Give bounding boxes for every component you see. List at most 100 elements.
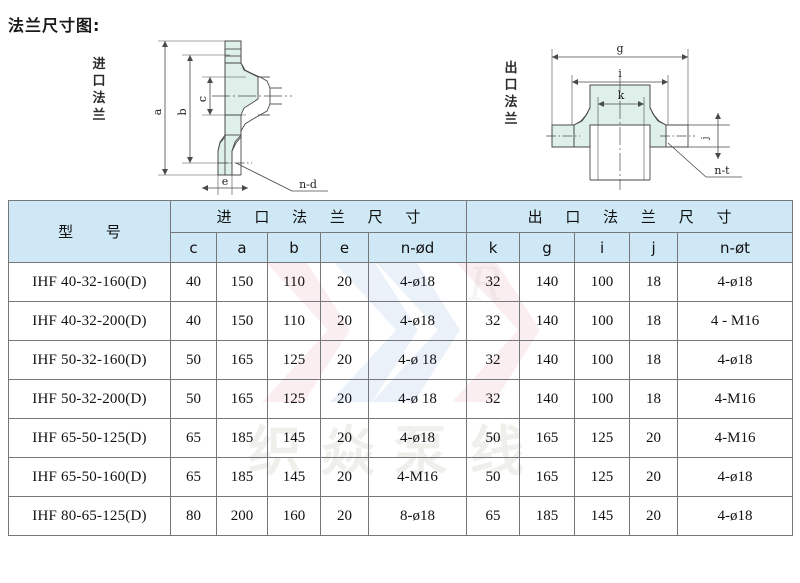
cell-model: IHF 80-65-125(D) [8, 496, 171, 536]
cell-k: 65 [466, 496, 521, 536]
cell-g: 140 [519, 301, 576, 341]
cell-g: 140 [519, 262, 576, 302]
cell-g: 165 [519, 457, 576, 497]
table-row: IHF 80-65-125(D) 80 200 160 20 8-ø18 65 … [8, 496, 794, 536]
cell-a: 165 [216, 379, 268, 419]
cell-c: 80 [170, 496, 217, 536]
cell-a: 150 [216, 262, 268, 302]
inlet-label-char-0: 进 [92, 57, 106, 72]
cell-a: 165 [216, 340, 268, 380]
header-e: e [320, 232, 369, 263]
cell-g: 185 [519, 496, 576, 536]
cell-nt: 4-ø18 [677, 262, 794, 302]
cell-i: 100 [574, 379, 631, 419]
outlet-flange-drawing: g i k j n-t [546, 42, 742, 190]
cell-nd: 4-ø18 [367, 418, 468, 458]
cell-j: 20 [629, 418, 679, 458]
outlet-label-char-0: 出 [504, 61, 518, 76]
dim-label-n-t: n-t [714, 164, 730, 177]
cell-c: 50 [170, 379, 217, 419]
header-n-od: n-ød [367, 232, 468, 263]
cell-k: 50 [466, 457, 521, 497]
cell-nd: 4-M16 [367, 457, 468, 497]
cell-j: 18 [629, 379, 679, 419]
page-title: 法兰尺寸图: [8, 16, 101, 35]
cell-a: 150 [216, 301, 268, 341]
cell-k: 50 [466, 418, 521, 458]
cell-nt: 4-M16 [677, 379, 794, 419]
cell-b: 110 [267, 262, 321, 302]
dim-label-k: k [618, 89, 625, 102]
table-body: IHF 40-32-160(D) 40 150 110 20 4-ø18 32 … [8, 262, 794, 536]
dim-label-a: a [151, 108, 164, 115]
cell-k: 32 [466, 379, 521, 419]
cell-a: 185 [216, 457, 268, 497]
cell-c: 50 [170, 340, 217, 380]
dim-label-b: b [176, 108, 189, 115]
cell-i: 145 [574, 496, 631, 536]
dim-label-n-d: n-d [299, 178, 317, 191]
cell-i: 100 [574, 262, 631, 302]
cell-b: 125 [267, 379, 321, 419]
header-b: b [267, 232, 321, 263]
table-row: IHF 50-32-160(D) 50 165 125 20 4-ø 18 32… [8, 340, 794, 380]
dim-label-i: i [618, 67, 622, 80]
cell-model: IHF 40-32-160(D) [8, 262, 171, 302]
table-group-header-row: 型 号 进 口 法 兰 尺 寸 出 口 法 兰 尺 寸 [8, 200, 794, 263]
cell-model: IHF 40-32-200(D) [8, 301, 171, 341]
cell-g: 140 [519, 379, 576, 419]
inlet-label-char-1: 口 [92, 74, 106, 89]
cell-b: 110 [267, 301, 321, 341]
outlet-label-char-3: 兰 [504, 112, 518, 127]
cell-e: 20 [320, 379, 369, 419]
cell-k: 32 [466, 262, 521, 302]
table-row: IHF 40-32-200(D) 40 150 110 20 4-ø18 32 … [8, 301, 794, 341]
cell-a: 200 [216, 496, 268, 536]
cell-i: 125 [574, 457, 631, 497]
header-model: 型 号 [8, 200, 171, 263]
cell-b: 145 [267, 418, 321, 458]
cell-i: 125 [574, 418, 631, 458]
cell-e: 20 [320, 340, 369, 380]
cell-c: 40 [170, 262, 217, 302]
cell-a: 185 [216, 418, 268, 458]
cell-model: IHF 50-32-160(D) [8, 340, 171, 380]
table-sub-header-row: c a b e n-ød k g i j n-øt [9, 232, 794, 263]
flange-diagram-area: 进 口 法 兰 出 口 法 兰 [0, 20, 800, 195]
cell-c: 65 [170, 457, 217, 497]
header-j: j [629, 232, 679, 263]
cell-j: 18 [629, 340, 679, 380]
dim-label-e: e [222, 175, 229, 188]
dim-label-j: j [701, 137, 711, 141]
cell-nd: 4-ø 18 [367, 340, 468, 380]
inlet-label-char-2: 法 [92, 91, 106, 106]
cell-j: 18 [629, 301, 679, 341]
cell-nt: 4-ø18 [677, 457, 794, 497]
cell-b: 145 [267, 457, 321, 497]
header-n-ot: n-øt [677, 232, 794, 263]
cell-j: 18 [629, 262, 679, 302]
table-row: IHF 50-32-200(D) 50 165 125 20 4-ø 18 32… [8, 379, 794, 419]
cell-i: 100 [574, 301, 631, 341]
outlet-label-char-1: 口 [504, 78, 518, 93]
inlet-flange-drawing: a b c e n-d [151, 40, 328, 195]
cell-model: IHF 65-50-125(D) [8, 418, 171, 458]
cell-e: 20 [320, 262, 369, 302]
cell-k: 32 [466, 301, 521, 341]
cell-e: 20 [320, 496, 369, 536]
header-k: k [466, 232, 521, 263]
table-row: IHF 40-32-160(D) 40 150 110 20 4-ø18 32 … [8, 262, 794, 302]
cell-nd: 4-ø18 [367, 262, 468, 302]
header-g: g [519, 232, 576, 263]
cell-nt: 4-ø18 [677, 496, 794, 536]
cell-k: 32 [466, 340, 521, 380]
outlet-label-char-2: 法 [504, 95, 518, 110]
cell-e: 20 [320, 457, 369, 497]
cell-e: 20 [320, 301, 369, 341]
cell-b: 125 [267, 340, 321, 380]
dim-label-c: c [196, 96, 209, 102]
cell-j: 20 [629, 496, 679, 536]
cell-e: 20 [320, 418, 369, 458]
cell-model: IHF 65-50-160(D) [8, 457, 171, 497]
cell-nt: 4 - M16 [677, 301, 794, 341]
